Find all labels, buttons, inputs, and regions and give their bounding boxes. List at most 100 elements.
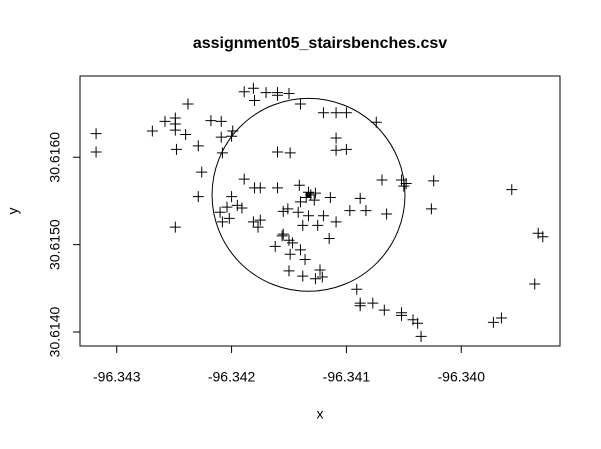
point <box>309 273 321 285</box>
x-tick-label: -96.341 <box>323 369 371 385</box>
point <box>214 206 226 218</box>
point <box>216 216 228 228</box>
point <box>282 203 294 215</box>
point <box>294 244 306 256</box>
point <box>170 143 182 155</box>
point <box>269 240 281 252</box>
point <box>192 140 204 152</box>
x-tick-label: -96.340 <box>438 369 486 385</box>
point <box>323 233 335 245</box>
point <box>277 228 289 240</box>
point <box>169 221 181 233</box>
point <box>487 316 499 328</box>
point <box>400 177 412 189</box>
point <box>283 87 295 99</box>
point <box>415 330 427 342</box>
point <box>283 265 295 277</box>
point <box>303 210 315 222</box>
point <box>247 82 259 94</box>
point <box>314 264 326 276</box>
point <box>192 191 204 203</box>
y-tick-label: 30.6140 <box>47 307 63 358</box>
point <box>378 304 390 316</box>
point <box>316 271 328 283</box>
point <box>284 147 296 159</box>
point <box>354 192 366 204</box>
point <box>223 212 235 224</box>
point <box>146 125 158 137</box>
point <box>297 219 309 231</box>
x-axis-label: x <box>317 406 324 422</box>
point <box>247 216 259 228</box>
point <box>216 147 228 159</box>
point <box>428 175 440 187</box>
point <box>205 115 217 127</box>
point <box>495 312 507 324</box>
x-tick-label: -96.342 <box>208 369 256 385</box>
point <box>330 216 342 228</box>
point <box>412 317 424 329</box>
point <box>309 187 321 199</box>
point <box>276 230 288 242</box>
point <box>226 191 238 203</box>
point <box>236 202 248 214</box>
point <box>221 201 233 213</box>
point <box>529 278 541 290</box>
point <box>196 166 208 178</box>
point <box>254 182 266 194</box>
y-axis-label: y <box>5 208 21 215</box>
point <box>381 208 393 220</box>
point <box>396 309 408 321</box>
point <box>312 219 324 231</box>
y-tick-label: 30.6160 <box>47 132 63 183</box>
point <box>238 86 250 98</box>
point <box>344 205 356 217</box>
point <box>180 129 192 141</box>
point <box>260 87 272 99</box>
point <box>182 98 194 110</box>
point <box>272 146 284 158</box>
point <box>330 107 342 119</box>
point <box>254 214 266 226</box>
point <box>317 107 329 119</box>
radius-circle <box>211 97 406 292</box>
point <box>340 143 352 155</box>
y-tick-label: 30.6150 <box>47 219 63 270</box>
point <box>215 131 227 143</box>
point <box>277 205 289 217</box>
point <box>252 221 264 233</box>
point <box>159 115 171 127</box>
point <box>425 203 437 215</box>
point <box>299 253 311 265</box>
point <box>293 179 305 191</box>
point <box>537 231 549 243</box>
point <box>90 146 102 158</box>
point <box>317 210 329 222</box>
point <box>294 196 306 208</box>
point <box>360 205 372 217</box>
point <box>376 174 388 186</box>
point <box>169 124 181 136</box>
point <box>330 144 342 156</box>
point <box>272 89 284 101</box>
point <box>324 191 336 203</box>
point <box>215 115 227 127</box>
point <box>506 184 518 196</box>
point <box>292 206 304 218</box>
point <box>238 173 250 185</box>
point <box>90 128 102 140</box>
point <box>351 283 363 295</box>
point <box>354 300 366 312</box>
x-tick-label: -96.343 <box>93 369 141 385</box>
point <box>249 94 261 106</box>
point <box>286 237 298 249</box>
point <box>297 270 309 282</box>
point <box>231 199 243 211</box>
point <box>340 107 352 119</box>
plot-box <box>79 75 561 347</box>
chart-title: assignment05_stairsbenches.csv <box>193 35 447 52</box>
point <box>294 98 306 110</box>
point <box>367 297 379 309</box>
point <box>284 248 296 260</box>
